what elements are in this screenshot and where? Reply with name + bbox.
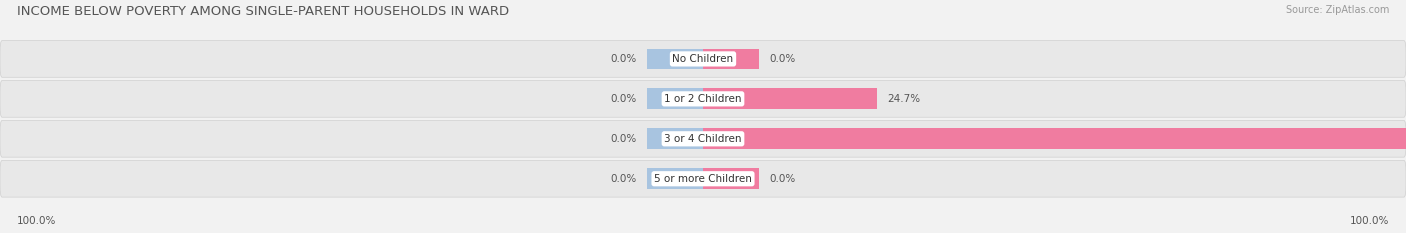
- Text: INCOME BELOW POVERTY AMONG SINGLE-PARENT HOUSEHOLDS IN WARD: INCOME BELOW POVERTY AMONG SINGLE-PARENT…: [17, 5, 509, 18]
- Text: 0.0%: 0.0%: [610, 174, 637, 184]
- Bar: [703, 128, 1406, 149]
- Bar: [647, 168, 703, 189]
- Text: 3 or 4 Children: 3 or 4 Children: [664, 134, 742, 144]
- FancyBboxPatch shape: [0, 41, 1406, 77]
- FancyBboxPatch shape: [0, 160, 1406, 197]
- Text: 100.0%: 100.0%: [17, 216, 56, 226]
- Bar: [703, 89, 877, 109]
- Text: 100.0%: 100.0%: [1350, 216, 1389, 226]
- Text: 0.0%: 0.0%: [610, 94, 637, 104]
- Bar: [647, 89, 703, 109]
- FancyBboxPatch shape: [0, 80, 1406, 117]
- Text: 24.7%: 24.7%: [887, 94, 921, 104]
- Bar: [703, 168, 759, 189]
- Text: 0.0%: 0.0%: [610, 134, 637, 144]
- Text: Source: ZipAtlas.com: Source: ZipAtlas.com: [1285, 5, 1389, 15]
- Text: 0.0%: 0.0%: [770, 174, 796, 184]
- Text: 0.0%: 0.0%: [770, 54, 796, 64]
- Text: 0.0%: 0.0%: [610, 54, 637, 64]
- Text: 1 or 2 Children: 1 or 2 Children: [664, 94, 742, 104]
- Text: No Children: No Children: [672, 54, 734, 64]
- Bar: [703, 48, 759, 69]
- FancyBboxPatch shape: [0, 120, 1406, 157]
- Text: 5 or more Children: 5 or more Children: [654, 174, 752, 184]
- Bar: [647, 128, 703, 149]
- Bar: [647, 48, 703, 69]
